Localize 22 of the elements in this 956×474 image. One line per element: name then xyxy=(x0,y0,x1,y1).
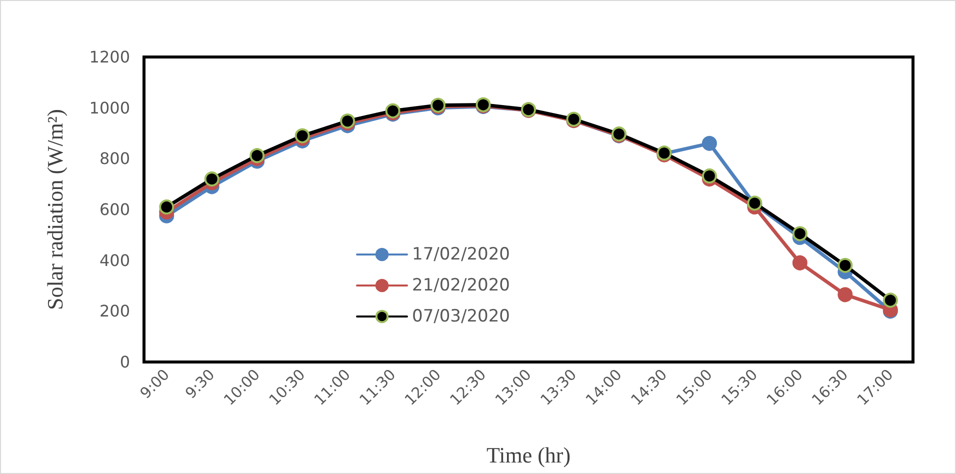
y-tick-label: 200 xyxy=(99,302,130,321)
legend-label: 07/03/2020 xyxy=(412,306,510,326)
y-axis-title: Solar radiation (W/m²) xyxy=(42,109,68,310)
legend-label: 17/02/2020 xyxy=(412,244,510,264)
y-tick-label: 1000 xyxy=(89,98,130,118)
point xyxy=(159,199,174,214)
point xyxy=(882,292,898,308)
point xyxy=(250,148,265,164)
y-tick-label: 0 xyxy=(120,352,130,372)
x-axis-title: Time (hr) xyxy=(486,442,571,468)
y-tick-label: 600 xyxy=(99,200,130,219)
y-tick-label: 1200 xyxy=(89,48,130,66)
point xyxy=(792,255,808,270)
point xyxy=(702,136,717,151)
point xyxy=(838,258,853,273)
legend-label: 21/02/2020 xyxy=(412,276,510,296)
point xyxy=(204,172,220,186)
point xyxy=(702,168,717,184)
point xyxy=(792,226,808,242)
point xyxy=(838,287,853,302)
y-tick-label: 800 xyxy=(99,149,130,168)
y-tick-label: 400 xyxy=(99,250,130,270)
